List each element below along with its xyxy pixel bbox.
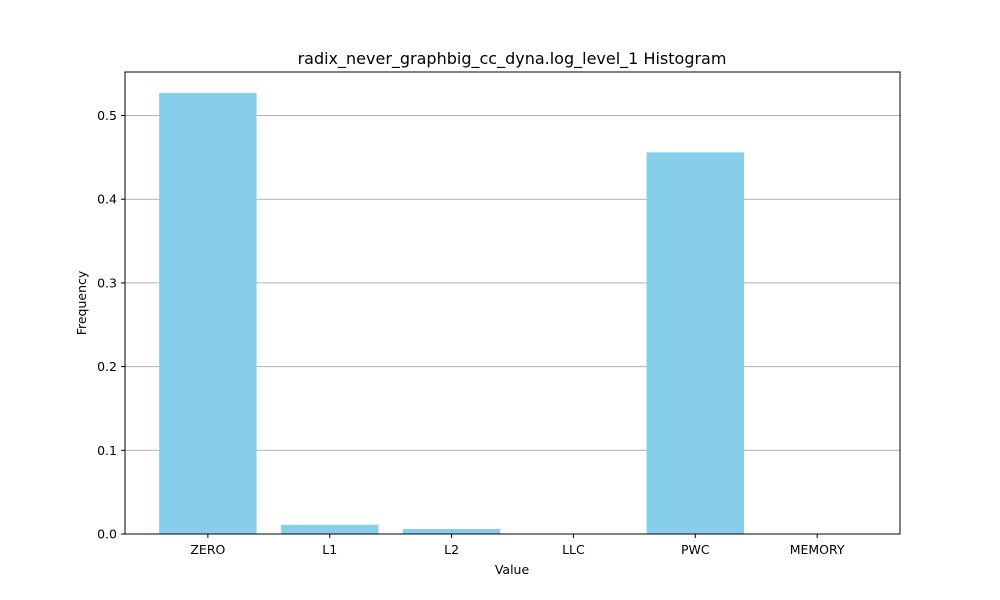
x-tick-label: MEMORY bbox=[790, 542, 845, 557]
y-tick-label: 0.5 bbox=[97, 108, 117, 123]
x-tick-label: ZERO bbox=[190, 542, 225, 557]
x-axis-label: Value bbox=[495, 562, 530, 577]
x-tick-label: L2 bbox=[444, 542, 459, 557]
y-tick-label: 0.2 bbox=[97, 359, 117, 374]
x-tick-label: L1 bbox=[322, 542, 337, 557]
bars bbox=[159, 92, 745, 534]
x-tick-label: PWC bbox=[681, 542, 710, 557]
y-axis-label: Frequency bbox=[74, 270, 89, 335]
y-axis-ticks: 0.0 0.1 0.2 0.3 0.4 0.5 bbox=[97, 108, 125, 542]
x-axis-ticks: ZERO L1 L2 LLC PWC MEMORY bbox=[190, 534, 845, 557]
bar-l1 bbox=[280, 524, 379, 534]
bar-zero bbox=[159, 92, 257, 534]
y-tick-label: 0.0 bbox=[97, 527, 117, 542]
y-tick-label: 0.4 bbox=[97, 192, 117, 207]
y-tick-label: 0.1 bbox=[97, 443, 117, 458]
x-tick-label: LLC bbox=[562, 542, 585, 557]
bar-l2 bbox=[402, 528, 501, 534]
bar-pwc bbox=[646, 152, 745, 534]
y-tick-label: 0.3 bbox=[97, 275, 117, 290]
chart-title: radix_never_graphbig_cc_dyna.log_level_1… bbox=[298, 49, 727, 69]
plot-frame bbox=[124, 71, 901, 535]
